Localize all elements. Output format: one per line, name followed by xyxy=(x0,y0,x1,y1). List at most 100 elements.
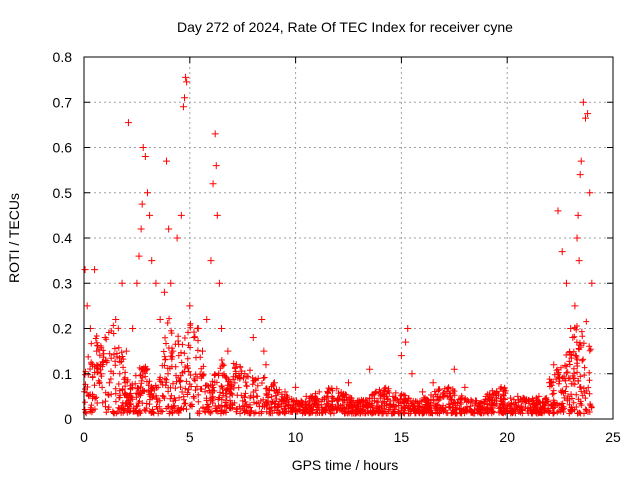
y-tick-label: 0.5 xyxy=(53,185,73,201)
x-axis-label: GPS time / hours xyxy=(292,457,399,473)
data-point xyxy=(588,279,596,287)
data-point xyxy=(215,279,223,287)
data-point xyxy=(97,370,105,378)
data-point xyxy=(571,302,579,310)
data-point xyxy=(124,119,132,127)
data-point xyxy=(524,397,532,405)
data-point xyxy=(118,279,126,287)
data-point xyxy=(574,211,582,219)
data-point xyxy=(577,157,585,165)
data-point xyxy=(212,162,220,170)
data-point xyxy=(562,279,570,287)
data-point xyxy=(471,397,479,405)
data-point xyxy=(292,383,300,391)
data-point xyxy=(112,315,120,323)
data-point xyxy=(366,365,374,373)
data-point xyxy=(586,189,594,197)
chart-title: Day 272 of 2024, Rate Of TEC Index for r… xyxy=(177,19,513,35)
data-point xyxy=(165,225,173,233)
data-point xyxy=(143,189,151,197)
data-point xyxy=(135,252,143,260)
data-point xyxy=(429,379,437,387)
data-point xyxy=(209,180,217,188)
x-tick-label: 10 xyxy=(288,429,304,445)
data-point xyxy=(183,78,191,86)
data-point xyxy=(554,207,562,215)
data-point xyxy=(232,361,240,369)
scatter-cloud-markers xyxy=(81,315,595,417)
y-tick-label: 0.7 xyxy=(53,94,73,110)
data-point xyxy=(198,347,206,355)
data-point xyxy=(182,73,190,81)
y-tick-label: 0.8 xyxy=(53,49,73,65)
data-point xyxy=(581,114,589,122)
y-tick-label: 0 xyxy=(64,411,72,427)
data-point xyxy=(334,397,342,405)
data-point xyxy=(440,392,448,400)
data-point xyxy=(345,379,352,387)
background-scatter-cloud xyxy=(81,315,595,417)
y-axis-label: ROTI / TECUs xyxy=(6,193,22,283)
data-point xyxy=(546,379,554,387)
data-point xyxy=(177,211,185,219)
data-point xyxy=(419,388,427,396)
data-point xyxy=(397,352,405,360)
data-point xyxy=(389,392,397,400)
data-point xyxy=(207,257,215,265)
y-tick-label: 0.6 xyxy=(53,140,73,156)
data-point xyxy=(179,103,187,111)
data-point xyxy=(355,397,363,405)
data-points xyxy=(81,73,596,409)
data-point xyxy=(173,234,181,242)
data-point xyxy=(88,361,96,369)
data-point xyxy=(139,144,147,151)
data-point xyxy=(190,334,198,342)
data-point xyxy=(138,200,146,208)
x-tick-label: 20 xyxy=(499,429,515,445)
y-tick-label: 0.4 xyxy=(53,230,73,246)
plot-frame xyxy=(83,56,614,420)
data-point xyxy=(211,130,219,138)
data-point xyxy=(584,110,592,118)
data-point xyxy=(91,266,99,274)
data-point xyxy=(575,257,583,265)
data-point xyxy=(281,388,289,396)
data-point xyxy=(249,334,257,342)
data-point xyxy=(93,347,101,355)
data-point xyxy=(224,347,232,355)
y-tick-label: 0.2 xyxy=(53,321,73,337)
data-point xyxy=(380,392,388,400)
data-point xyxy=(218,325,226,332)
data-point xyxy=(514,392,522,400)
data-point xyxy=(302,392,310,400)
data-point xyxy=(323,392,331,400)
data-point xyxy=(129,325,137,332)
data-point xyxy=(372,388,380,396)
data-point xyxy=(146,211,154,219)
data-point xyxy=(152,279,160,287)
data-point xyxy=(576,171,584,179)
data-point xyxy=(137,225,145,233)
data-point xyxy=(83,302,91,310)
data-point xyxy=(404,325,412,332)
data-point xyxy=(408,370,416,378)
data-point xyxy=(186,302,194,310)
data-point xyxy=(203,315,211,323)
data-point xyxy=(450,365,458,373)
data-point xyxy=(194,325,202,332)
data-point xyxy=(569,334,577,342)
data-point xyxy=(461,383,469,391)
data-point xyxy=(493,397,501,405)
data-point xyxy=(105,379,113,387)
data-point xyxy=(169,347,177,355)
data-point xyxy=(258,315,266,323)
data-point xyxy=(313,395,321,403)
data-point xyxy=(550,361,558,369)
axis-ticks: 0 5 10 15 20 25 0 0.1 0.2 0.3 0.4 0.5 0.6 0.7 0.8 xyxy=(53,49,621,445)
x-tick-label: 5 xyxy=(186,429,194,445)
data-point xyxy=(558,248,566,256)
data-point xyxy=(260,347,268,355)
data-point xyxy=(160,288,168,296)
data-point xyxy=(241,370,249,378)
